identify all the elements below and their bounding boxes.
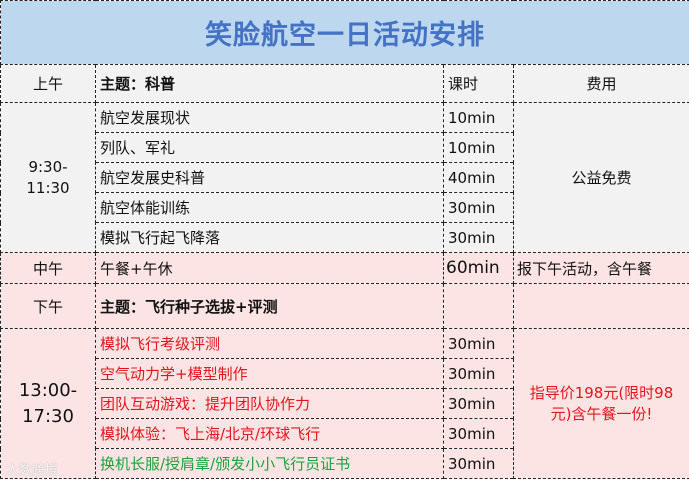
morning-item-duration: 40min <box>443 162 514 193</box>
afternoon-item-duration: 30min <box>443 448 514 479</box>
morning-item-duration: 10min <box>443 102 514 133</box>
afternoon-fee: 指导价198元(限时98元)含午餐一份! <box>513 328 689 479</box>
watermark: 大数跨境 <box>6 463 59 478</box>
morning-item-duration: 30min <box>443 192 514 223</box>
header-period: 上午 <box>0 64 96 103</box>
noon-fee: 报下午活动，含午餐 <box>513 252 689 284</box>
afternoon-period: 下午 <box>0 283 96 329</box>
morning-time: 9:30-11:30 <box>0 102 96 253</box>
afternoon-item-duration: 30min <box>443 358 514 389</box>
morning-item-name: 航空体能训练 <box>95 192 444 223</box>
afternoon-time: 13:00-17:30 <box>0 328 96 479</box>
morning-item-duration: 10min <box>443 132 514 163</box>
noon-duration: 60min <box>443 252 514 284</box>
morning-fee: 公益免费 <box>513 102 689 253</box>
afternoon-item-duration: 30min <box>443 328 514 359</box>
morning-item-name: 列队、军礼 <box>95 132 444 163</box>
empty-cell <box>513 283 689 329</box>
morning-item-name: 航空发展史科普 <box>95 162 444 193</box>
afternoon-item-duration: 30min <box>443 418 514 449</box>
afternoon-item-name: 换机长服/授肩章/颁发小小飞行员证书 <box>95 448 444 479</box>
header-fee: 费用 <box>513 64 689 103</box>
afternoon-theme: 主题：飞行种子选拔+评测 <box>95 283 444 329</box>
morning-item-name: 航空发展现状 <box>95 102 444 133</box>
afternoon-item-name: 模拟体验：飞上海/北京/环球飞行 <box>95 418 444 449</box>
empty-cell <box>443 283 514 329</box>
header-duration: 课时 <box>443 64 514 103</box>
morning-item-duration: 30min <box>443 222 514 253</box>
afternoon-item-name: 团队互动游戏：提升团队协作力 <box>95 388 444 419</box>
afternoon-item-name: 空气动力学+模型制作 <box>95 358 444 389</box>
morning-item-name: 模拟飞行起飞降落 <box>95 222 444 253</box>
noon-item-name: 午餐+午休 <box>95 252 444 284</box>
afternoon-item-name: 模拟飞行考级评测 <box>95 328 444 359</box>
afternoon-item-duration: 30min <box>443 388 514 419</box>
page-title: 笑脸航空一日活动安排 <box>0 0 689 65</box>
header-theme: 主题：科普 <box>95 64 444 103</box>
noon-period: 中午 <box>0 252 96 284</box>
